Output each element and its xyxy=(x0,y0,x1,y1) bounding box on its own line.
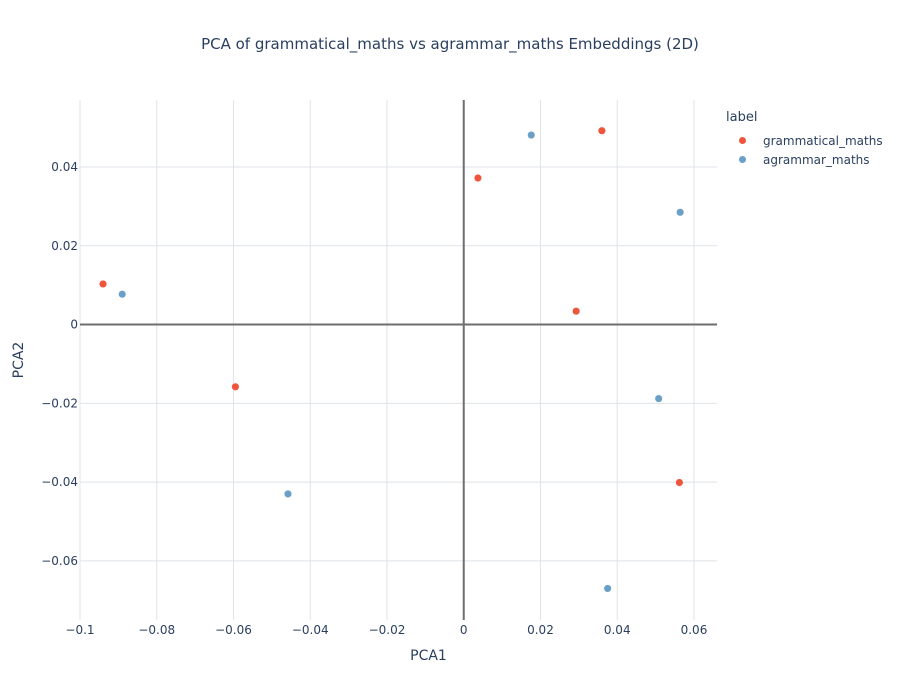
data-point-grammatical-maths xyxy=(231,382,240,391)
data-point-grammatical-maths xyxy=(572,307,581,316)
data-point-agrammar-maths xyxy=(654,394,663,403)
y-tick-label: 0 xyxy=(70,318,78,332)
x-tick-label: −0.04 xyxy=(292,623,329,637)
x-tick-label: 0.02 xyxy=(527,623,554,637)
legend-title: label xyxy=(726,110,758,125)
data-point-grammatical-maths xyxy=(473,173,482,183)
y-tick-label: −0.04 xyxy=(41,475,78,489)
x-tick-label: 0.06 xyxy=(681,623,708,637)
data-point-agrammar-maths xyxy=(603,584,612,593)
x-tick-label: −0.08 xyxy=(138,623,175,637)
x-tick-label: −0.06 xyxy=(215,623,252,637)
legend-marker-icon xyxy=(739,156,746,163)
legend-marker-icon xyxy=(739,137,746,144)
data-point-grammatical-maths xyxy=(597,126,606,135)
x-tick-label: 0.04 xyxy=(604,623,631,637)
x-tick-label: −0.1 xyxy=(65,623,94,637)
data-point-grammatical-maths xyxy=(675,478,684,487)
legend-label: agrammar_maths xyxy=(763,152,870,167)
data-point-agrammar-maths xyxy=(118,290,127,299)
y-tick-label: −0.06 xyxy=(41,554,78,568)
data-point-grammatical-maths xyxy=(98,279,108,289)
y-tick-label: −0.02 xyxy=(41,396,78,410)
y-tick-label: 0.04 xyxy=(51,160,78,174)
x-tick-label: −0.02 xyxy=(369,623,406,637)
legend-label: grammatical_maths xyxy=(763,133,883,148)
legend: label grammatical_maths agrammar_maths xyxy=(726,110,883,169)
data-point-agrammar-maths xyxy=(676,208,685,217)
data-point-agrammar-maths xyxy=(527,131,536,140)
y-tick-label: 0.02 xyxy=(51,239,78,253)
chart-title: PCA of grammatical_maths vs agrammar_mat… xyxy=(201,35,699,53)
data-point-agrammar-maths xyxy=(283,489,293,498)
legend-item-grammatical-maths[interactable]: grammatical_maths xyxy=(726,131,883,150)
y-axis-label: PCA2 xyxy=(11,342,27,379)
x-tick-label: 0 xyxy=(460,623,468,637)
x-axis-label: PCA1 xyxy=(410,648,447,664)
legend-item-agrammar-maths[interactable]: agrammar_maths xyxy=(726,150,883,169)
